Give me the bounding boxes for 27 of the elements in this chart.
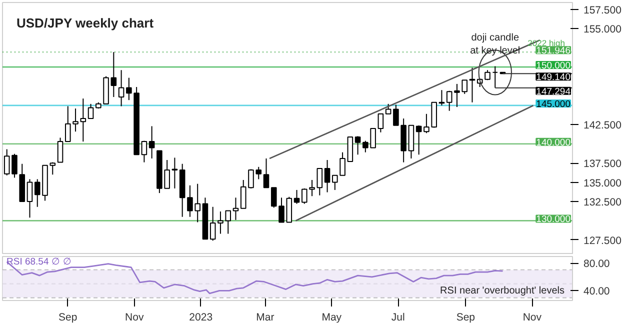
x-tick-label: 2023 xyxy=(189,312,213,324)
x-tick-label: Jul xyxy=(391,312,405,324)
ref-line-label: 151.946 xyxy=(536,46,571,57)
chart-title: RSI 68.54 ∅ ∅ xyxy=(6,256,72,268)
y-tick-label: 132.500 xyxy=(584,196,622,208)
y-tick-label: 137.500 xyxy=(584,158,622,170)
x-tick-label: Nov xyxy=(522,312,542,324)
x-tick-label: Sep xyxy=(456,312,476,324)
x-tick-label: May xyxy=(322,312,342,324)
ref-line-label: 145.000 xyxy=(536,98,571,110)
ref-line-label: 150.000 xyxy=(536,60,571,72)
y-tick-label: 127.500 xyxy=(584,234,622,247)
annotation: 147.294 xyxy=(536,86,571,98)
ref-line-label: 130.000 xyxy=(536,214,571,226)
y-tick-label: 135.000 xyxy=(584,177,622,190)
y-tick-label: 80.00 xyxy=(584,258,610,270)
y-tick-label: 142.500 xyxy=(584,120,622,132)
ref-line-label: 140.000 xyxy=(536,137,571,148)
annotation: RSI near 'overbought' levels xyxy=(440,286,565,296)
y-tick-label: 155.000 xyxy=(584,24,622,36)
y-tick-label: 157.500 xyxy=(584,4,622,16)
text: USD/JPY weekly chart xyxy=(16,16,154,30)
x-tick-label: Mar xyxy=(256,312,275,324)
x-tick-label: Sep xyxy=(58,312,78,324)
x-tick-label: Nov xyxy=(125,312,144,324)
annotation: 149.140 xyxy=(536,72,571,84)
y-tick-label: 40.00 xyxy=(584,286,610,298)
